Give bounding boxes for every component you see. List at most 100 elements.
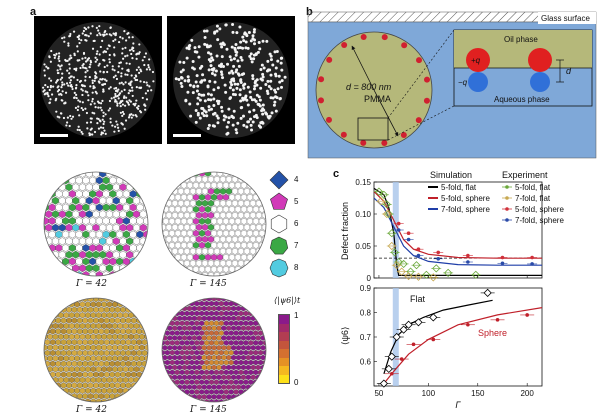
voronoi-cell bbox=[248, 320, 254, 327]
particle-dot bbox=[91, 81, 94, 85]
voronoi-cell bbox=[68, 398, 75, 402]
particle-dot bbox=[268, 52, 272, 56]
colorbar-segment bbox=[279, 340, 289, 349]
voronoi-cell bbox=[136, 349, 143, 357]
voronoi-cell bbox=[206, 364, 212, 371]
particle-dot bbox=[205, 45, 209, 49]
particle-dot bbox=[213, 31, 217, 35]
particle-dot bbox=[57, 64, 60, 67]
voronoi-cell bbox=[196, 315, 202, 322]
voronoi-cell bbox=[208, 369, 215, 376]
voronoi-cell bbox=[164, 359, 171, 366]
voronoi-cell bbox=[162, 325, 163, 332]
minus-q-label: −q bbox=[458, 78, 468, 87]
voronoi-cell bbox=[58, 398, 64, 402]
particle-dot bbox=[278, 80, 282, 84]
surface-charge bbox=[325, 116, 332, 123]
voronoi-cell bbox=[195, 187, 203, 195]
voronoi-cell bbox=[109, 230, 117, 239]
voronoi-cell bbox=[243, 349, 249, 356]
voronoi-cell bbox=[255, 259, 263, 267]
voronoi-cell bbox=[196, 374, 202, 381]
voronoi-cell bbox=[174, 359, 180, 366]
particle-dot bbox=[198, 98, 202, 102]
panel-letter-c: c bbox=[333, 168, 340, 180]
voronoi-cell bbox=[132, 196, 141, 205]
voronoi-cell bbox=[169, 369, 175, 376]
particle-dot bbox=[230, 83, 234, 87]
colorbar-segment bbox=[279, 357, 289, 366]
voronoi-cell bbox=[172, 325, 178, 332]
particle-dot bbox=[108, 53, 111, 57]
voronoi-cell bbox=[250, 344, 256, 351]
voronoi-cell bbox=[189, 223, 197, 231]
particle-dot bbox=[114, 38, 117, 41]
voronoi-cell bbox=[221, 374, 227, 381]
voronoi-cell bbox=[106, 376, 113, 384]
particle-dot bbox=[77, 105, 80, 108]
voronoi-cell bbox=[167, 335, 173, 341]
particle-dot bbox=[234, 42, 238, 46]
voronoi-cell bbox=[228, 193, 236, 201]
voronoi-cell bbox=[144, 311, 148, 319]
voronoi-cell bbox=[93, 349, 99, 357]
voronoi-cell bbox=[87, 360, 94, 367]
y-tick-label: 0.15 bbox=[355, 178, 371, 187]
voronoi-cell bbox=[203, 320, 210, 327]
voronoi-cell bbox=[257, 359, 264, 366]
particle-dot bbox=[196, 113, 200, 117]
particle-dot bbox=[235, 131, 239, 135]
voronoi-cell bbox=[114, 360, 121, 367]
voronoi-cell bbox=[119, 223, 127, 232]
particle-dot bbox=[94, 60, 97, 63]
particle-dot bbox=[86, 69, 89, 72]
voronoi-cell bbox=[172, 344, 178, 351]
particle-dot bbox=[89, 61, 93, 64]
voronoi-cell bbox=[62, 271, 70, 276]
particle-dot bbox=[216, 121, 220, 125]
particle-dot bbox=[140, 70, 143, 73]
particle-dot bbox=[249, 123, 253, 127]
voronoi-cell bbox=[240, 205, 248, 213]
voronoi-cell bbox=[85, 376, 91, 384]
voronoi-cell bbox=[203, 339, 210, 346]
voronoi-cell bbox=[228, 310, 234, 317]
voronoi-cell bbox=[129, 176, 137, 185]
voronoi-cell bbox=[58, 210, 66, 219]
particle-dot bbox=[97, 127, 101, 130]
particle-dot bbox=[86, 91, 89, 94]
particle-dot bbox=[190, 38, 194, 42]
particle-dot bbox=[121, 47, 124, 50]
particle-dot bbox=[114, 95, 118, 98]
particle-dot bbox=[135, 86, 138, 89]
experiment-point bbox=[392, 261, 401, 270]
voronoi-cell bbox=[162, 364, 163, 371]
voronoi-cell bbox=[144, 344, 148, 351]
experiment-point bbox=[500, 261, 505, 266]
voronoi-cell bbox=[222, 241, 230, 249]
voronoi-cell bbox=[44, 217, 49, 225]
voronoi-cell bbox=[201, 175, 209, 183]
voronoi-cell bbox=[181, 344, 188, 351]
voronoi-cell bbox=[68, 230, 76, 239]
particle-dot bbox=[277, 74, 281, 78]
voronoi-cell bbox=[203, 349, 210, 356]
particle-dot bbox=[120, 90, 123, 93]
voronoi-cell bbox=[194, 320, 200, 327]
particle-dot bbox=[58, 93, 61, 96]
particle-dot bbox=[248, 90, 252, 94]
voronoi-cell bbox=[179, 349, 185, 356]
particle-dot bbox=[137, 52, 141, 55]
particle-dot bbox=[247, 120, 251, 124]
voronoi-cell bbox=[181, 393, 188, 400]
voronoi-cell bbox=[125, 349, 132, 357]
voronoi-cell bbox=[177, 175, 185, 183]
voronoi-cell bbox=[235, 335, 242, 341]
voronoi-cell bbox=[78, 264, 87, 273]
particle-dot bbox=[244, 94, 248, 98]
particle-dot bbox=[280, 85, 284, 89]
voronoi-cell bbox=[180, 241, 188, 249]
voronoi-cell bbox=[93, 338, 99, 346]
voronoi-cell bbox=[223, 349, 229, 356]
